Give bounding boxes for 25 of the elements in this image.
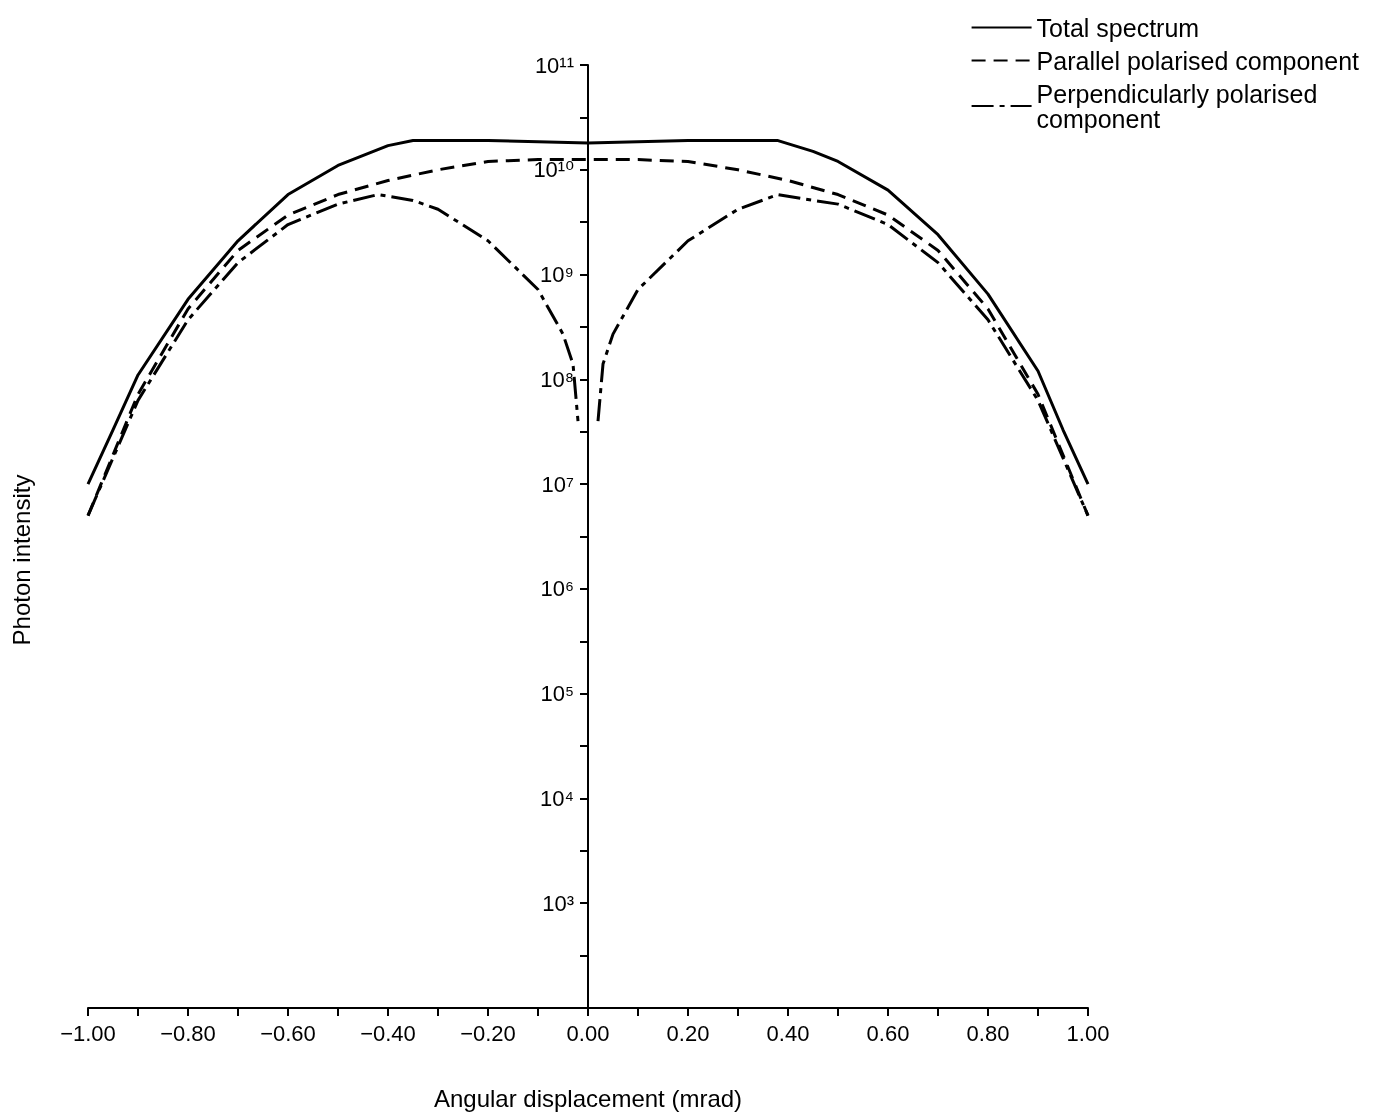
x-tick-label: −0.80 [160, 1020, 216, 1046]
y-tick-label: 10¹⁰ [533, 157, 575, 183]
y-tick-label: 10⁴ [540, 785, 574, 811]
y-axis-title: Photon intensity [8, 474, 36, 646]
y-tick-label: 10⁵ [540, 681, 574, 707]
y-tick-label: 10¹¹ [534, 52, 574, 78]
x-tick-label: 0.40 [766, 1020, 810, 1046]
x-tick-label: −0.20 [460, 1020, 516, 1046]
y-tick-label: 10⁸ [540, 366, 574, 392]
x-tick-label: −0.60 [260, 1020, 316, 1046]
x-tick-label: 0.00 [566, 1020, 610, 1046]
legend-label: Parallel polarised component [1036, 46, 1360, 75]
x-tick-label: 0.60 [866, 1020, 910, 1046]
x-tick-label: −1.00 [60, 1020, 116, 1046]
y-tick-label: 10⁶ [540, 576, 574, 602]
y-tick-label: 10³ [542, 890, 574, 916]
x-axis-title: Angular displacement (mrad) [433, 1084, 743, 1112]
x-tick-label: 0.20 [666, 1020, 710, 1046]
legend-label: Total spectrum [1036, 13, 1200, 42]
y-tick-label: 10⁷ [541, 471, 575, 497]
legend-label: Perpendicularly polarised component [1036, 79, 1325, 133]
x-tick-label: 0.80 [966, 1020, 1010, 1046]
x-tick-label: 1.00 [1066, 1020, 1110, 1046]
y-tick-label: 10⁹ [540, 262, 574, 288]
x-tick-label: −0.40 [360, 1020, 416, 1046]
